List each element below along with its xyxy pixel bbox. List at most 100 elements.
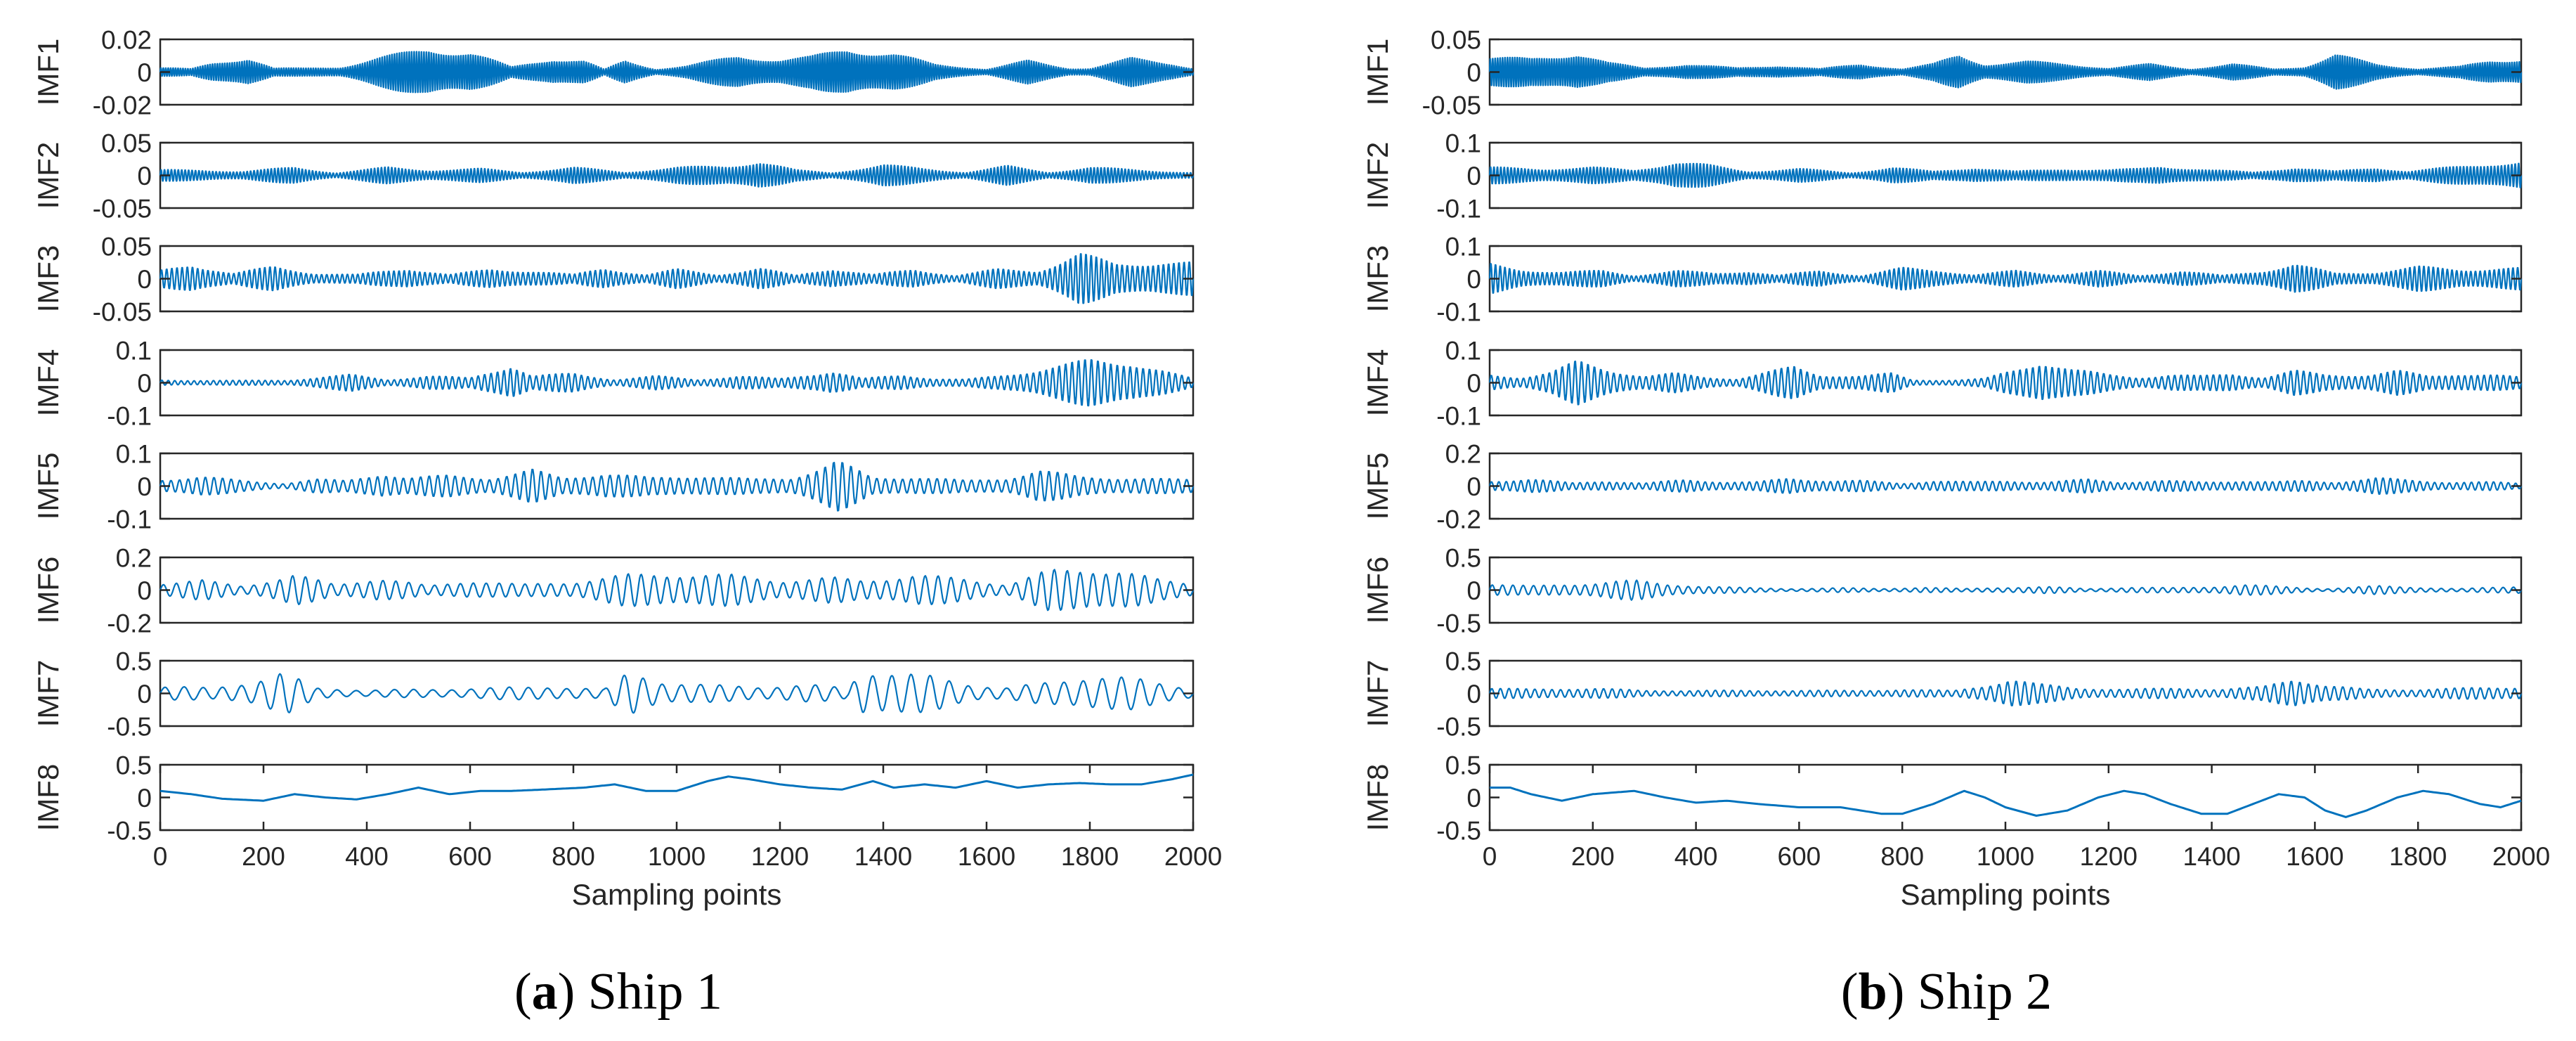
subplot-imf6: 0.5 0 -0.5 IMF6 <box>1361 543 2523 638</box>
x-tick-label: 1200 <box>2080 842 2138 871</box>
x-tick-label: 1600 <box>958 842 1015 871</box>
y-tick-label: 0 <box>137 576 152 605</box>
x-tick-label: 1200 <box>751 842 809 871</box>
y-axis-label: IMF3 <box>1361 245 1394 313</box>
y-tick-label: 0.5 <box>1445 543 1481 572</box>
y-axis-label: IMF6 <box>32 557 65 624</box>
x-tick-label: 1400 <box>2183 842 2240 871</box>
series-line-imf8 <box>1490 787 2522 818</box>
x-tick-label: 800 <box>1880 842 1924 871</box>
subplot-imf3: 0.05 0 -0.05 IMF3 <box>32 232 1195 326</box>
x-tick-label: 400 <box>345 842 389 871</box>
x-tick-label: 400 <box>1674 842 1718 871</box>
subplot-imf7: 0.5 0 -0.5 IMF7 <box>1361 647 2523 741</box>
y-tick-label: -0.5 <box>107 712 152 741</box>
panel-caption: (a) Ship 1 <box>514 963 722 1021</box>
y-tick-label: 0 <box>137 265 152 294</box>
chart-panel-a: 0.02 0 -0.02 IMF1 0.05 0 -0.05 IMF2 0.05 0 -0.05 IM… <box>32 25 1222 1021</box>
subplot-imf1: 0.02 0 -0.02 IMF1 <box>32 25 1195 119</box>
series-line-imf2 <box>159 163 1195 188</box>
y-axis-label: IMF2 <box>32 142 65 209</box>
y-tick-label: -0.5 <box>107 816 152 845</box>
caption-letter: a <box>532 963 558 1021</box>
x-tick-label: 1800 <box>1061 842 1119 871</box>
subplot-imf3: 0.1 0 -0.1 IMF3 <box>1361 232 2523 326</box>
y-tick-label: 0 <box>1466 680 1481 709</box>
y-axis-label: IMF1 <box>32 39 65 106</box>
x-tick-label: 600 <box>1778 842 1821 871</box>
y-tick-label: -0.05 <box>93 194 152 223</box>
y-tick-label: 0.5 <box>1445 751 1481 780</box>
subplot-imf5: 0.1 0 -0.1 IMF5 <box>32 439 1195 534</box>
y-tick-label: 0.1 <box>1445 232 1481 261</box>
series-line-imf5 <box>1488 477 2522 495</box>
y-tick-label: 0.1 <box>116 336 152 365</box>
y-axis-label: IMF5 <box>1361 453 1394 520</box>
y-axis-label: IMF2 <box>1361 142 1394 209</box>
y-tick-label: -0.05 <box>93 297 152 326</box>
x-axis-label: Sampling points <box>1901 878 2111 911</box>
subplot-imf2: 0.1 0 -0.1 IMF2 <box>1361 129 2523 223</box>
series-line-imf1 <box>1488 54 2523 90</box>
y-tick-label: 0 <box>137 162 152 190</box>
y-tick-label: 0 <box>137 784 152 813</box>
y-axis-label: IMF7 <box>1361 660 1394 728</box>
series-line-imf4 <box>1488 361 2523 406</box>
y-tick-label: 0.05 <box>1431 25 1481 54</box>
x-tick-label: 1800 <box>2389 842 2447 871</box>
y-tick-label: 0 <box>137 369 152 398</box>
x-tick-label: 200 <box>242 842 285 871</box>
y-tick-label: 0 <box>1466 784 1481 813</box>
series-line-imf8 <box>160 773 1194 802</box>
y-tick-label: -0.1 <box>1436 297 1481 326</box>
subplot-imf2: 0.05 0 -0.05 IMF2 <box>32 129 1195 223</box>
series-line-imf7 <box>1488 680 2523 706</box>
chart-panel-b: 0.050-0.05IMF10.10-0.1IMF20.10-0.1IMF30.… <box>1361 25 2550 1021</box>
x-tick-label: 600 <box>448 842 492 871</box>
y-tick-label: 0 <box>137 680 152 709</box>
y-tick-label: 0 <box>137 472 152 501</box>
y-tick-label: -0.5 <box>1436 816 1481 845</box>
y-tick-label: 0.1 <box>1445 336 1481 365</box>
x-tick-label: 0 <box>153 842 168 871</box>
y-axis-label: IMF4 <box>32 349 65 417</box>
series-line-imf5 <box>159 462 1195 512</box>
y-tick-label: 0 <box>1466 576 1481 605</box>
series-line-imf3 <box>159 253 1195 304</box>
x-tick-label: 1000 <box>1977 842 2034 871</box>
y-axis-label: IMF7 <box>32 660 65 728</box>
y-tick-label: -0.05 <box>1422 91 1481 119</box>
y-axis-label: IMF8 <box>1361 764 1394 832</box>
y-tick-label: 0 <box>1466 58 1481 87</box>
subplot-imf1: 0.05 0 -0.05 IMF1 <box>1361 25 2523 119</box>
series-line-imf2 <box>1488 162 2523 188</box>
y-tick-label: 0 <box>137 58 152 87</box>
panel-caption: (b) Ship 2 <box>1841 963 2052 1021</box>
y-tick-label: 0.02 <box>101 25 152 54</box>
x-tick-label: 1000 <box>648 842 705 871</box>
series-line-imf1 <box>159 51 1195 93</box>
x-tick-label: 1600 <box>2286 842 2343 871</box>
y-axis-label: IMF4 <box>1361 349 1394 417</box>
caption-letter: b <box>1859 963 1887 1021</box>
x-tick-label: 1400 <box>854 842 912 871</box>
x-tick-label: 2000 <box>1164 842 1222 871</box>
y-tick-label: 0.1 <box>116 439 152 468</box>
series-line-imf3 <box>1488 263 2523 294</box>
y-tick-label: 0 <box>1466 162 1481 190</box>
x-tick-label: 0 <box>1483 842 1497 871</box>
series-line-imf6 <box>159 569 1195 612</box>
y-axis-label: IMF8 <box>32 764 65 832</box>
y-tick-label: -0.02 <box>93 91 152 119</box>
subplot-imf4: 0.1 0 -0.1 IMF4 <box>1361 336 2523 430</box>
y-tick-label: 0.05 <box>101 129 152 157</box>
subplot-imf8: 0.5 0 -0.5 IMF8 <box>32 751 1195 845</box>
y-axis-label: IMF5 <box>32 453 65 520</box>
y-tick-label: 0.2 <box>1445 439 1481 468</box>
y-axis-label: IMF3 <box>32 245 65 313</box>
y-tick-label: -0.1 <box>1436 194 1481 223</box>
x-axis-label: Sampling points <box>572 878 782 911</box>
y-tick-label: -0.1 <box>107 401 152 430</box>
y-tick-label: 0 <box>1466 265 1481 294</box>
